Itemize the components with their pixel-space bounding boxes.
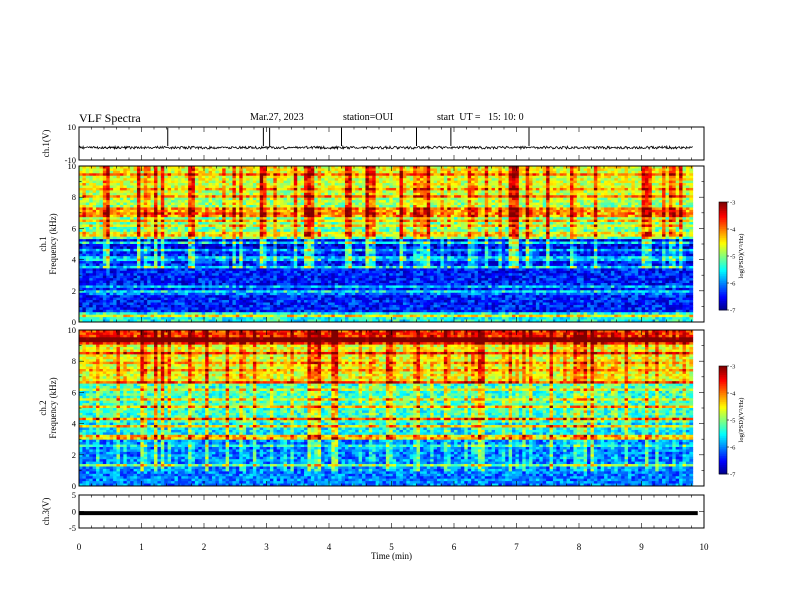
- y-tick-label: 6: [72, 387, 76, 397]
- colorbar-tick-label: -3: [730, 364, 735, 371]
- y-tick-label: 0: [72, 507, 76, 517]
- colorbar-tick-label: -7: [730, 472, 736, 479]
- y-tick-label: 8: [72, 192, 76, 202]
- y-tick-label: 5: [72, 490, 76, 500]
- x-tick-label: 10: [700, 542, 710, 552]
- y-tick-label: 6: [72, 223, 76, 233]
- x-tick-label: 6: [452, 542, 457, 552]
- colorbar-label: log(PSD)(V²/Hz): [738, 398, 745, 443]
- y-tick-label: 4: [72, 419, 77, 429]
- x-tick-label: 7: [514, 542, 519, 552]
- y-tick-label: 2: [72, 450, 76, 460]
- x-tick-label: 8: [577, 542, 582, 552]
- colorbar-tick-label: -5: [730, 254, 735, 261]
- ch1-waveform-line: [79, 146, 693, 149]
- y-tick-label: 10: [68, 122, 77, 132]
- y-axis-label: ch.1: [38, 236, 48, 251]
- ch1-colorbar: -3 -4 -5 -6 -7 log(PSD)(V²/Hz): [719, 200, 745, 315]
- y-axis-label: ch.2: [38, 400, 48, 415]
- colorbar-tick-label: -6: [730, 281, 736, 288]
- y-tick-label: 10: [68, 325, 77, 335]
- y-tick-label: 10: [68, 161, 77, 171]
- ch2-colorbar: -3 -4 -5 -6 -7 log(PSD)(V²/Hz): [719, 364, 745, 479]
- y-axis-label: Frequency (kHz): [48, 377, 58, 438]
- colorbar-tick-label: -3: [730, 200, 735, 207]
- colorbar-tick-label: -6: [730, 445, 736, 452]
- y-axis-label: Frequency (kHz): [48, 213, 58, 274]
- y-tick-label: -5: [69, 523, 76, 533]
- colorbar-tick-label: -4: [730, 391, 736, 398]
- x-tick-label: 1: [139, 542, 144, 552]
- colorbar-tick-label: -4: [730, 227, 736, 234]
- y-tick-label: 4: [72, 255, 77, 265]
- x-axis-label: Time (min): [371, 551, 412, 561]
- colorbar-tick-label: -7: [730, 308, 736, 315]
- y-tick-label: 2: [72, 286, 76, 296]
- ch2-spectrogram-cells: [79, 330, 693, 486]
- x-tick-label: 3: [264, 542, 269, 552]
- x-tick-label: 4: [327, 542, 332, 552]
- colorbar-tick-label: -5: [730, 418, 735, 425]
- y-tick-label: 8: [72, 356, 76, 366]
- y-axis-label: ch.1(V): [41, 130, 51, 158]
- x-tick-label: 0: [77, 542, 82, 552]
- y-axis-label: ch.3(V): [41, 498, 51, 526]
- ch1-spectrogram-cells: [79, 166, 693, 322]
- x-tick-label: 2: [202, 542, 207, 552]
- x-tick-label: 9: [639, 542, 644, 552]
- colorbar-label: log(PSD)(V²/Hz): [738, 234, 745, 279]
